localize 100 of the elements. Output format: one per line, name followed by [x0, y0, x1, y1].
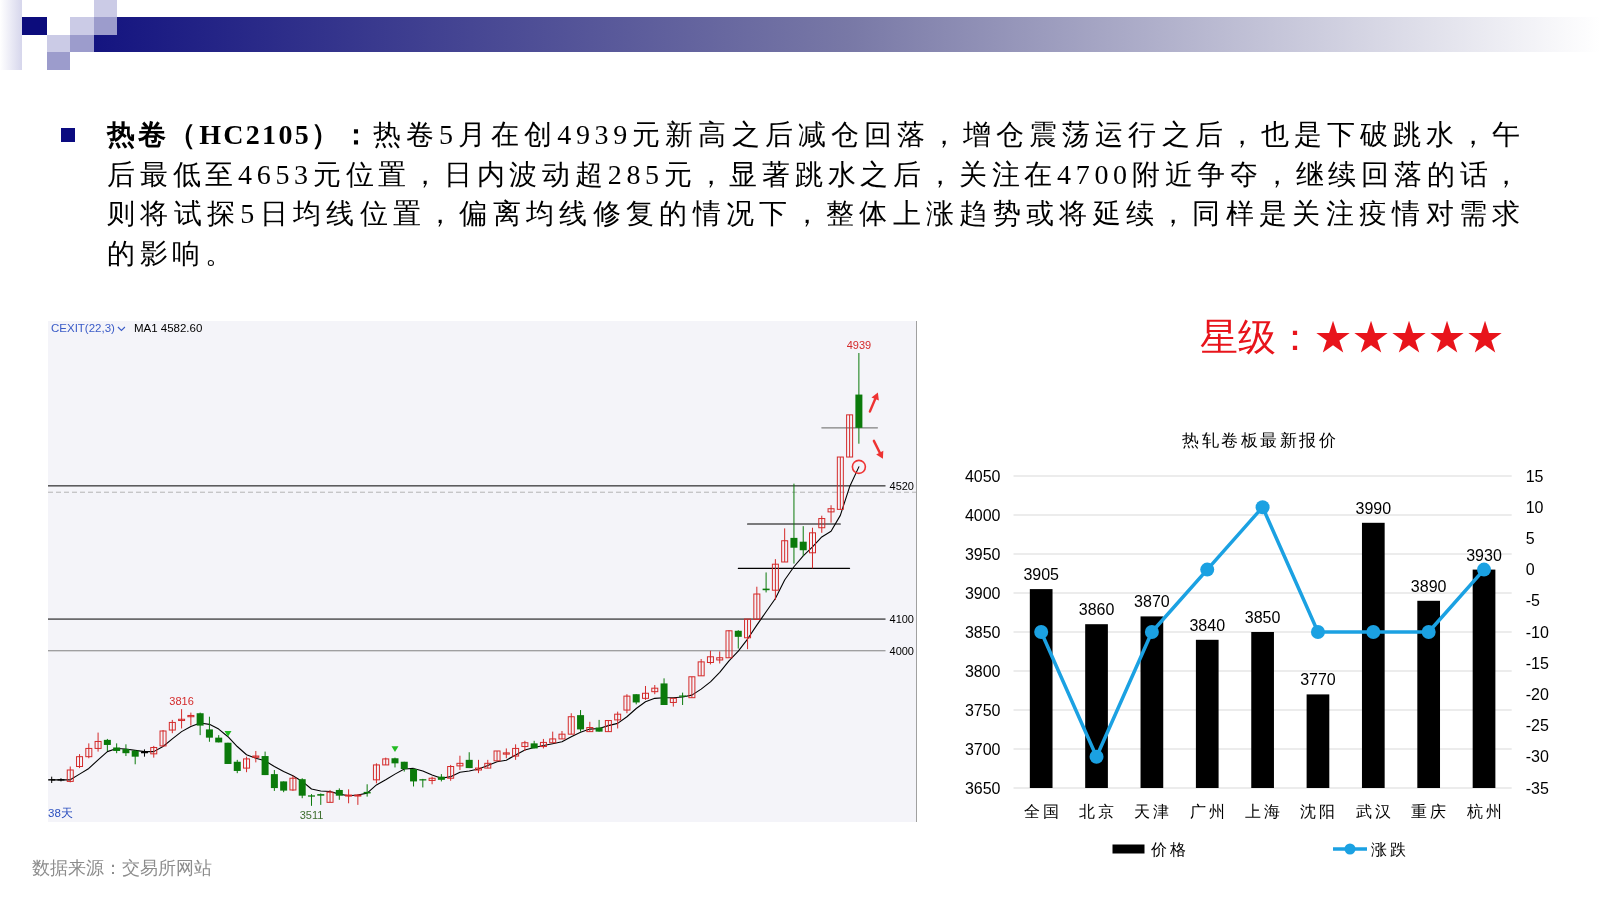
candlestick [744, 618, 752, 650]
candlestick [354, 793, 362, 806]
x-tick-label: 北京 [1079, 802, 1118, 821]
y-tick-label: 4520 [889, 479, 914, 492]
annotation: MA1 4582.60 [133, 322, 203, 334]
annotation: 3511 [299, 808, 324, 821]
point [1366, 625, 1381, 639]
candlestick [317, 792, 325, 806]
candlestick [790, 483, 798, 565]
candlestick [577, 709, 585, 733]
y-tick-label: 4100 [889, 613, 914, 626]
data-label: 3850 [1244, 609, 1281, 626]
candlestick [567, 712, 575, 735]
candlestick [688, 676, 696, 699]
x-tick-label: 全国 [1023, 802, 1062, 821]
data-label: 3860 [1078, 601, 1115, 619]
candlestick [410, 767, 418, 787]
candlestick [558, 730, 566, 740]
y2-tick-label: 5 [1525, 529, 1535, 547]
y2-tick-label: 0 [1525, 561, 1535, 579]
y-tick-label: 3850 [964, 623, 1001, 641]
point [1477, 562, 1492, 577]
candlestick [122, 743, 130, 757]
chart-title: 热轧卷板最新报价 [1182, 430, 1338, 450]
y2-tick-label: -30 [1525, 748, 1549, 766]
y-tick-label: 4050 [964, 467, 1001, 485]
point [1255, 500, 1270, 515]
chart-title: CEXIT(22,3) [51, 322, 116, 334]
candlestick [270, 769, 278, 792]
point [851, 459, 867, 475]
y-tick-label: 3900 [964, 584, 1001, 602]
candlestick [187, 712, 195, 727]
candlestick [827, 504, 835, 524]
data-label: 3870 [1134, 593, 1170, 611]
candlestick [205, 716, 213, 743]
source-note: 数据来源：交易所网站 [32, 857, 212, 880]
x-tick-label: 上海 [1245, 802, 1284, 821]
text: 星级：★★★★★ [1200, 315, 1504, 360]
candlestick [178, 708, 186, 729]
y2-tick-label: -35 [1525, 779, 1549, 797]
x-tick-label: 重庆 [1411, 802, 1450, 821]
data-label: 3770 [1300, 671, 1336, 689]
y-tick-label: 3750 [964, 701, 1001, 719]
candlestick [809, 527, 816, 569]
candlestick [456, 755, 464, 771]
annotation: 3816 [169, 695, 194, 708]
x-tick-label: 杭州 [1465, 802, 1505, 821]
data-label: 3890 [1410, 577, 1447, 595]
candlestick [725, 629, 733, 659]
data-label: 3990 [1355, 499, 1392, 517]
point [1421, 625, 1436, 639]
candlestick [799, 525, 807, 557]
y2-tick-label: -5 [1525, 592, 1541, 610]
candlestick [326, 789, 334, 803]
x-axis-title: 38天 [48, 807, 73, 819]
point [1089, 749, 1104, 764]
point [1144, 625, 1159, 639]
point [1200, 562, 1215, 577]
annotation: 4939 [846, 339, 872, 352]
legend-label: 价格 [1149, 840, 1189, 859]
candlestick [493, 750, 501, 762]
candlestick [298, 777, 306, 799]
x-tick-label: 武汉 [1355, 802, 1394, 821]
candlestick [372, 762, 380, 784]
candlestick [753, 586, 761, 620]
point [1310, 625, 1325, 639]
candlestick [521, 740, 529, 752]
y-tick-label: 4000 [964, 506, 1001, 524]
point [1034, 625, 1049, 639]
candlestick [428, 776, 436, 785]
candlestick [604, 720, 612, 733]
y2-tick-label: 15 [1525, 467, 1544, 485]
y2-tick-label: -20 [1525, 685, 1549, 703]
candlestick [159, 729, 167, 748]
y2-tick-label: -10 [1525, 623, 1549, 641]
candlestick [660, 677, 668, 706]
point [224, 731, 232, 737]
candlestick [595, 719, 603, 733]
candlestick [734, 629, 742, 650]
candlestick [623, 693, 631, 714]
y2-tick-label: 10 [1525, 498, 1544, 516]
text: 热卷（HC2105）： [107, 119, 373, 150]
x-tick-label: 天津 [1134, 802, 1173, 821]
y-tick-label: 3700 [964, 740, 1001, 758]
data-label: 3840 [1189, 616, 1226, 634]
data-label: 3930 [1466, 546, 1502, 564]
x-tick-label: 沈阳 [1300, 802, 1339, 821]
y2-tick-label: -25 [1525, 717, 1549, 735]
candlestick [846, 414, 854, 458]
legend-label: 涨跌 [1371, 840, 1409, 859]
candlestick [836, 456, 844, 510]
y-tick-label: 3800 [964, 662, 1001, 680]
y-tick-label: 3650 [964, 779, 1001, 797]
y-tick-label: 4000 [889, 644, 914, 657]
x-tick-label: 广州 [1189, 802, 1228, 821]
y-tick-label: 3950 [964, 545, 1001, 563]
candlestick [771, 558, 779, 601]
candlestick [289, 775, 297, 792]
y2-tick-label: -15 [1525, 654, 1549, 672]
candlestick [781, 527, 789, 563]
